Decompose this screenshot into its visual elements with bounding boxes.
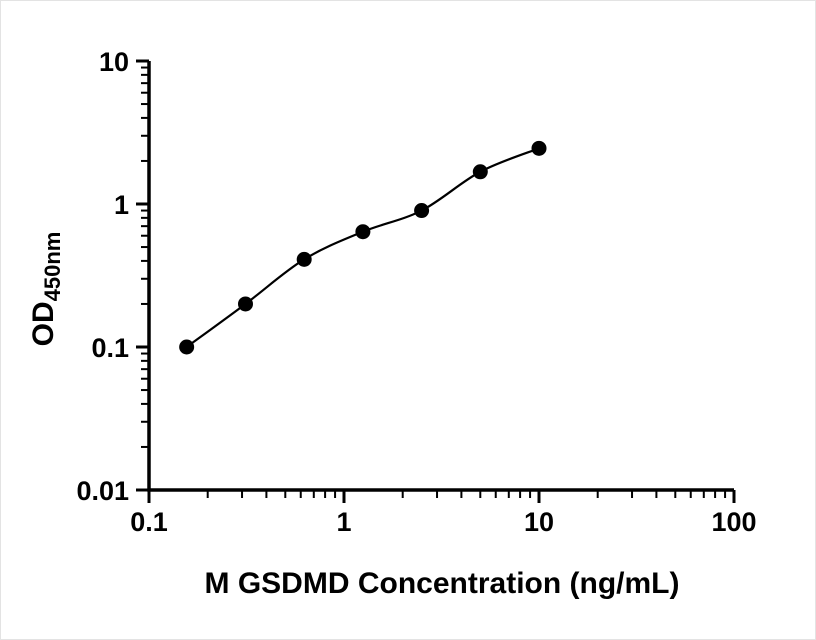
fit-curve	[186, 147, 540, 348]
data-point	[179, 339, 195, 355]
y-tick-label: 0.1	[91, 333, 129, 363]
x-axis-title: M GSDMD Concentration (ng/mL)	[205, 567, 680, 600]
data-point	[531, 140, 547, 156]
y-tick-label: 10	[99, 47, 129, 77]
data-point	[237, 296, 253, 312]
y-tick-label: 0.01	[76, 476, 129, 506]
data-point	[414, 203, 430, 219]
x-tick-label: 0.1	[130, 507, 168, 537]
y-axis-title-sub: 450nm	[40, 232, 65, 302]
data-point	[355, 224, 371, 240]
data-point	[472, 164, 488, 180]
data-point	[296, 251, 312, 267]
axes	[147, 61, 734, 492]
y-tick-label: 1	[114, 190, 129, 220]
x-tick-label: 10	[524, 507, 554, 537]
x-tick-label: 1	[336, 507, 351, 537]
y-axis-title-main: OD	[27, 301, 60, 346]
y-axis-title: OD450nm	[27, 232, 65, 347]
x-tick-label: 100	[711, 507, 756, 537]
